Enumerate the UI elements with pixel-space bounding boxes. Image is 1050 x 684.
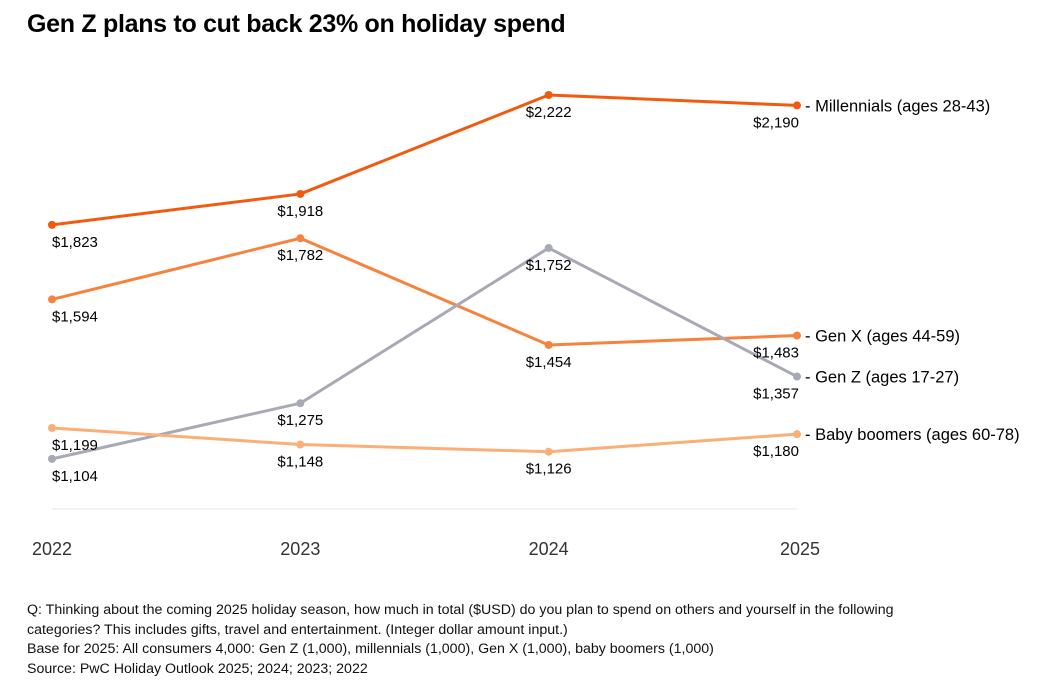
chart-title: Gen Z plans to cut back 23% on holiday s… bbox=[27, 10, 566, 38]
series-end-label: - Millennials (ages 28-43) bbox=[805, 97, 990, 115]
data-point bbox=[793, 331, 801, 340]
data-point bbox=[793, 430, 801, 439]
data-label: $1,782 bbox=[277, 247, 323, 264]
series-line bbox=[51, 426, 798, 454]
x-tick-label: 2023 bbox=[280, 539, 320, 559]
series-end-label: - Baby boomers (ages 60-78) bbox=[805, 426, 1020, 444]
series-line bbox=[51, 246, 798, 461]
data-label: $1,104 bbox=[52, 468, 98, 485]
data-labels: $1,823 $1,918 $2,222 $2,190 $1,594 $1,782 $1,4… bbox=[52, 104, 799, 485]
line-chart: 2022 2023 2024 2025 $1,823 $1,918 $2,222 $2,19… bbox=[32, 91, 1020, 559]
data-point bbox=[793, 372, 801, 381]
data-label: $1,148 bbox=[277, 454, 323, 471]
footnote-source: Source: PwC Holiday Outlook 2025; 2024; … bbox=[27, 660, 368, 677]
data-label: $1,918 bbox=[277, 203, 323, 220]
data-point bbox=[296, 189, 305, 198]
data-point bbox=[48, 295, 56, 304]
x-axis-ticks: 2022 2023 2024 2025 bbox=[32, 539, 820, 559]
data-point bbox=[793, 101, 801, 110]
data-point bbox=[48, 454, 56, 463]
data-point bbox=[544, 340, 553, 349]
series-end-label: - Gen X (ages 44-59) bbox=[805, 328, 960, 346]
data-label: $2,190 bbox=[753, 114, 799, 131]
footnote-question-line-2: categories? This includes gifts, travel … bbox=[27, 621, 568, 638]
data-label: $1,275 bbox=[277, 412, 323, 429]
data-label: $1,454 bbox=[526, 354, 572, 371]
data-point bbox=[296, 234, 305, 243]
series-line bbox=[51, 93, 798, 227]
data-label: $1,180 bbox=[753, 443, 799, 460]
data-point bbox=[48, 220, 56, 229]
data-point bbox=[296, 399, 305, 408]
footnote-question-line-1: Q: Thinking about the coming 2025 holida… bbox=[27, 602, 894, 618]
data-label: $2,222 bbox=[526, 104, 572, 121]
series-points bbox=[48, 91, 801, 463]
data-label: $1,823 bbox=[52, 234, 98, 251]
data-point bbox=[544, 91, 553, 99]
series-lines bbox=[51, 93, 798, 461]
series-end-label: - Gen Z (ages 17-27) bbox=[805, 369, 959, 387]
x-tick-label: 2025 bbox=[780, 539, 820, 559]
data-point bbox=[48, 423, 56, 432]
x-tick-label: 2024 bbox=[529, 539, 569, 559]
footnote-base: Base for 2025: All consumers 4,000: Gen … bbox=[27, 641, 714, 657]
data-point bbox=[544, 243, 553, 252]
footnotes: Q: Thinking about the coming 2025 holida… bbox=[27, 601, 1047, 679]
data-label: $1,357 bbox=[753, 386, 799, 403]
series-line bbox=[51, 236, 798, 347]
x-tick-label: 2022 bbox=[32, 539, 72, 559]
data-label: $1,199 bbox=[52, 437, 98, 454]
data-label: $1,594 bbox=[52, 308, 98, 325]
data-label: $1,126 bbox=[526, 461, 572, 478]
data-point bbox=[544, 447, 553, 456]
data-label: $1,483 bbox=[753, 345, 799, 362]
series-labels: - Millennials (ages 28-43) - Gen X (ages … bbox=[805, 97, 1020, 444]
data-point bbox=[296, 440, 305, 449]
data-label: $1,752 bbox=[526, 257, 572, 274]
